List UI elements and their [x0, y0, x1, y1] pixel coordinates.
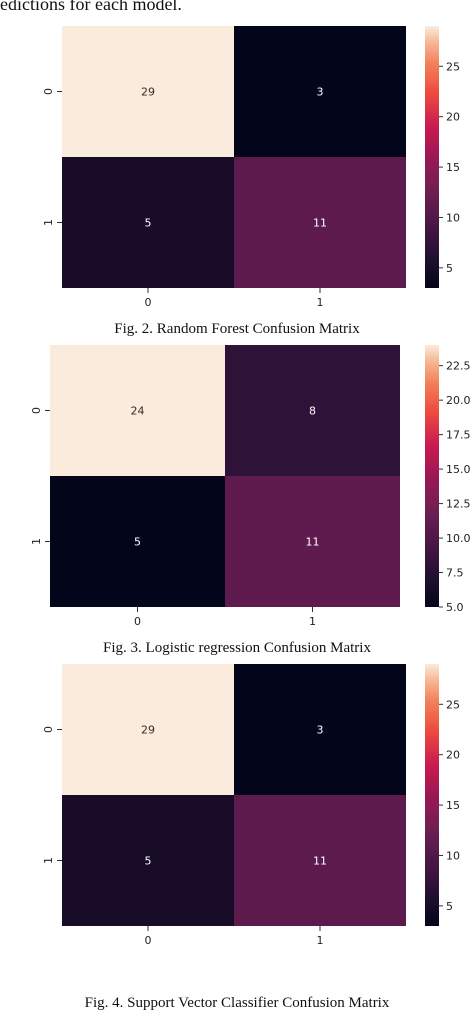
colorbar	[425, 26, 439, 288]
colorbar	[425, 664, 439, 926]
y-tick-label: 1	[42, 857, 55, 864]
cell-value-label: 3	[317, 86, 324, 99]
heatmap-cell	[234, 664, 406, 795]
figure-caption: Fig. 3. Logistic regression Confusion Ma…	[103, 640, 371, 656]
colorbar-tick-label: 12.5	[446, 498, 471, 511]
heatmap-cell	[62, 795, 234, 926]
heatmap-cell	[225, 345, 400, 476]
figure-caption: Fig. 4. Support Vector Classifier Confus…	[85, 995, 390, 1011]
cell-value-label: 29	[141, 86, 155, 99]
colorbar-tick-label: 5	[446, 262, 453, 275]
cell-value-label: 8	[309, 405, 316, 418]
x-tick-label: 0	[134, 615, 141, 628]
cell-value-label: 11	[306, 536, 320, 549]
y-tick-label: 1	[42, 219, 55, 226]
colorbar-tick-label: 25	[446, 698, 460, 711]
colorbar-tick-label: 17.5	[446, 429, 471, 442]
x-tick-label: 0	[145, 934, 152, 947]
x-tick-label: 1	[317, 934, 324, 947]
colorbar-tick-label: 15	[446, 161, 460, 174]
colorbar-tick-label: 10.0	[446, 532, 471, 545]
y-tick-label: 1	[30, 538, 43, 545]
colorbar-tick-label: 15.0	[446, 463, 471, 476]
heatmap-cell	[50, 345, 225, 476]
colorbar-tick-label: 22.5	[446, 360, 471, 373]
colorbar-tick-label: 20	[446, 749, 460, 762]
cell-value-label: 5	[145, 217, 152, 230]
heatmap-cell	[234, 157, 406, 288]
figure-caption: Fig. 2. Random Forest Confusion Matrix	[114, 321, 360, 337]
heatmap-cell	[62, 26, 234, 157]
colorbar-tick-label: 15	[446, 799, 460, 812]
y-tick-label: 0	[30, 407, 43, 414]
cell-value-label: 5	[134, 536, 141, 549]
intro-text: edictions for each model.	[0, 0, 182, 14]
cell-value-label: 24	[131, 405, 145, 418]
colorbar-tick-label: 5	[446, 900, 453, 913]
colorbar-tick-label: 5.0	[446, 601, 464, 614]
colorbar-tick-label: 20	[446, 111, 460, 124]
heatmap-cell	[50, 476, 225, 607]
heatmap-cell	[62, 157, 234, 288]
x-tick-label: 1	[317, 296, 324, 309]
heatmap-cell	[234, 795, 406, 926]
y-tick-label: 0	[42, 726, 55, 733]
y-tick-label: 0	[42, 88, 55, 95]
cell-value-label: 3	[317, 724, 324, 737]
colorbar	[425, 345, 439, 607]
cell-value-label: 29	[141, 724, 155, 737]
colorbar-tick-label: 20.0	[446, 394, 471, 407]
colorbar-tick-label: 7.5	[446, 567, 464, 580]
heatmap-cell	[225, 476, 400, 607]
colorbar-tick-label: 10	[446, 849, 460, 862]
cell-value-label: 5	[145, 855, 152, 868]
heatmap-cell	[234, 26, 406, 157]
x-tick-label: 0	[145, 296, 152, 309]
colorbar-tick-label: 10	[446, 211, 460, 224]
cell-value-label: 11	[313, 217, 327, 230]
x-tick-label: 1	[309, 615, 316, 628]
cell-value-label: 11	[313, 855, 327, 868]
colorbar-tick-label: 25	[446, 60, 460, 73]
heatmap-cell	[62, 664, 234, 795]
